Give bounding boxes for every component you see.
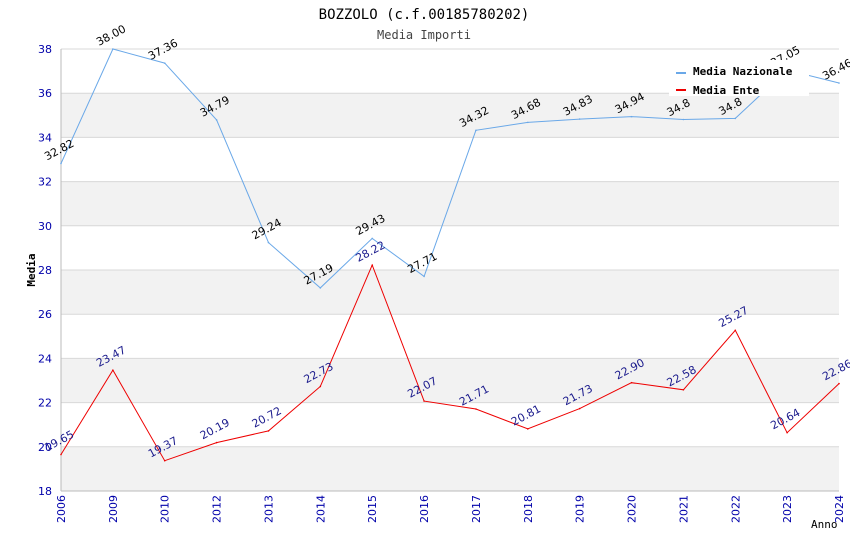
data-label-media-ente: 20.72 — [250, 404, 284, 430]
y-tick-label: 30 — [38, 220, 52, 233]
x-tick-label: 2020 — [626, 495, 639, 523]
x-tick-label: 2009 — [107, 495, 120, 523]
data-point-media-ente — [163, 459, 166, 462]
data-point-media-nazionale — [60, 162, 62, 165]
x-tick-label: 2021 — [677, 495, 690, 523]
data-point-media-ente — [267, 430, 270, 432]
data-point-media-nazionale — [371, 237, 374, 240]
legend: Media Nazionale Media Ente — [669, 60, 809, 97]
data-point-media-nazionale — [838, 82, 840, 84]
data-point-media-nazionale — [475, 129, 477, 132]
data-label-media-ente: 20.19 — [198, 416, 232, 442]
plot-bands — [61, 93, 839, 491]
y-tick-label: 38 — [38, 43, 52, 56]
x-axis-label: Anno — [811, 518, 838, 531]
y-tick-label: 18 — [38, 485, 52, 498]
data-point-media-ente — [786, 431, 788, 434]
data-point-media-ente — [734, 329, 737, 332]
data-point-media-ente — [578, 407, 581, 410]
y-tick-label: 32 — [38, 176, 52, 189]
series-line-media-nazionale — [60, 48, 840, 289]
x-tick-label: 2022 — [729, 495, 742, 523]
data-label-media-nazionale: 36.46 — [820, 56, 850, 82]
data-point-media-ente — [112, 369, 114, 371]
data-point-media-ente — [682, 388, 685, 391]
x-tick-label: 2023 — [781, 495, 794, 523]
x-tick-label: 2010 — [159, 495, 172, 523]
data-point-media-ente — [838, 382, 840, 385]
x-tick-label: 2016 — [418, 495, 431, 523]
data-point-media-ente — [630, 381, 633, 384]
y-tick-label: 36 — [38, 87, 52, 100]
series-line-media-ente — [60, 263, 840, 462]
data-point-media-nazionale — [112, 48, 114, 50]
data-point-media-ente — [371, 264, 374, 266]
data-point-media-ente — [423, 400, 425, 402]
data-point-media-ente — [475, 408, 477, 410]
x-tick-label: 2006 — [55, 495, 68, 523]
y-tick-label: 24 — [38, 352, 52, 365]
data-label-media-ente: 28.22 — [354, 239, 388, 265]
y-tick-label: 26 — [38, 308, 52, 321]
y-tick-label: 20 — [38, 441, 52, 454]
plot-band — [61, 270, 839, 315]
data-point-media-nazionale — [630, 115, 633, 118]
legend-box — [669, 60, 809, 96]
chart-title: BOZZOLO (c.f.00185780202) — [319, 7, 530, 23]
x-tick-label: 2019 — [574, 495, 587, 523]
data-point-media-nazionale — [163, 62, 166, 64]
data-point-media-nazionale — [423, 275, 425, 278]
x-tick-label: 2013 — [262, 495, 275, 523]
data-point-media-nazionale — [215, 119, 218, 121]
plot-band — [61, 446, 839, 491]
chart-subtitle: Media Importi — [377, 28, 471, 42]
data-point-media-nazionale — [578, 118, 581, 120]
plot-band — [61, 358, 839, 403]
legend-label-media-ente: Media Ente — [693, 84, 760, 97]
data-label-media-nazionale: 38.00 — [94, 22, 128, 48]
data-point-media-nazionale — [734, 117, 737, 120]
data-point-media-ente — [527, 428, 529, 430]
data-point-media-ente — [319, 385, 322, 388]
data-point-media-nazionale — [319, 287, 322, 289]
x-tick-label: 2018 — [522, 495, 535, 523]
data-point-media-nazionale — [267, 241, 270, 244]
y-tick-label: 34 — [38, 131, 52, 144]
x-tick-label: 2015 — [366, 495, 379, 523]
legend-label-media-nazionale: Media Nazionale — [693, 65, 793, 78]
data-point-media-ente — [215, 441, 218, 444]
data-point-media-nazionale — [682, 118, 685, 121]
y-tick-label: 22 — [38, 397, 52, 410]
x-tick-label: 2014 — [314, 495, 327, 523]
y-tick-label: 28 — [38, 264, 52, 277]
grid-lines — [61, 48, 839, 492]
x-tick-label: 2012 — [211, 495, 224, 523]
x-tick-label: 2017 — [470, 495, 483, 523]
y-axis-label: Media — [25, 253, 38, 286]
plot-band — [61, 93, 839, 138]
data-label-media-nazionale: 37.36 — [146, 37, 180, 63]
data-point-media-nazionale — [527, 121, 529, 124]
x-tick-label: 2024 — [833, 495, 846, 523]
data-point-media-ente — [60, 453, 62, 456]
